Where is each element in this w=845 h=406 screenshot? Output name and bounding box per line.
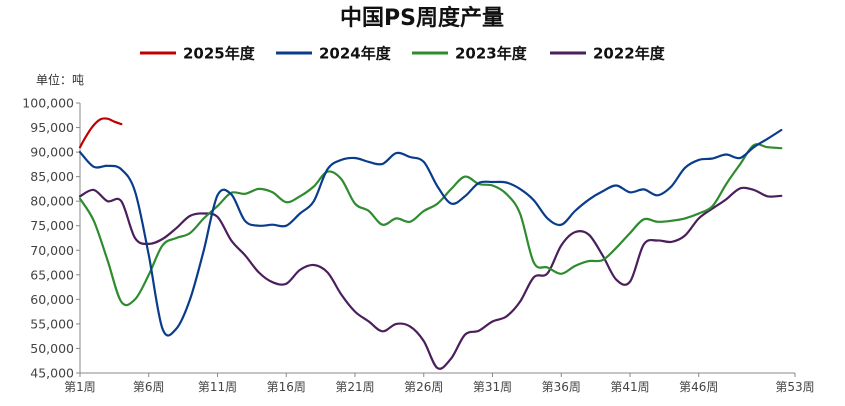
x-tick-label: 第31周	[473, 380, 512, 394]
y-tick-label: 45,000	[30, 366, 74, 381]
legend-item: 2025年度	[140, 45, 256, 63]
y-tick-label: 85,000	[30, 169, 74, 184]
x-tick-label: 第11周	[198, 380, 237, 394]
legend: 2025年度 2024年度 2023年度 2022年度	[140, 45, 666, 63]
y-tick-label: 55,000	[30, 316, 74, 331]
y-axis: 45,000 50,000 55,000 60,000 65,000 70,000 75,0…	[22, 96, 81, 381]
y-tick-label: 80,000	[30, 194, 74, 209]
legend-label: 2024年度	[319, 45, 392, 63]
x-tick-label: 第21周	[335, 380, 374, 394]
legend-label: 2025年度	[183, 45, 256, 63]
x-tick-label: 第16周	[267, 380, 306, 394]
plot-area	[78, 117, 783, 370]
legend-item: 2023年度	[412, 45, 528, 63]
x-tick-label: 第1周	[64, 380, 96, 394]
y-tick-label: 95,000	[30, 120, 74, 135]
y-tick-label: 100,000	[22, 96, 74, 111]
y-tick-label: 90,000	[30, 145, 74, 160]
x-tick-label: 第6周	[133, 380, 165, 394]
series-line-2025年度	[78, 117, 123, 149]
unit-label: 单位：吨	[36, 72, 84, 87]
x-tick-label: 第41周	[610, 380, 649, 394]
y-tick-label: 50,000	[30, 341, 74, 356]
chart-title: 中国PS周度产量	[340, 5, 504, 31]
series-line-2022年度	[78, 186, 783, 370]
x-axis: 第1周 第6周 第11周 第16周 第21周 第26周 第31周 第36周 第41周 第46周 第5…	[64, 372, 815, 394]
legend-label: 2022年度	[593, 45, 666, 63]
x-tick-label: 第53周	[775, 380, 814, 394]
x-tick-label: 第36周	[542, 380, 581, 394]
x-tick-label: 第26周	[404, 380, 443, 394]
y-tick-label: 65,000	[30, 267, 74, 282]
legend-label: 2023年度	[455, 45, 528, 63]
y-tick-label: 60,000	[30, 292, 74, 307]
y-tick-label: 75,000	[30, 218, 74, 233]
y-tick-label: 70,000	[30, 243, 74, 258]
legend-item: 2022年度	[550, 45, 666, 63]
series-line-2024年度	[78, 128, 783, 337]
x-tick-label: 第46周	[679, 380, 718, 394]
legend-item: 2024年度	[276, 45, 392, 63]
series-line-2023年度	[78, 143, 783, 307]
